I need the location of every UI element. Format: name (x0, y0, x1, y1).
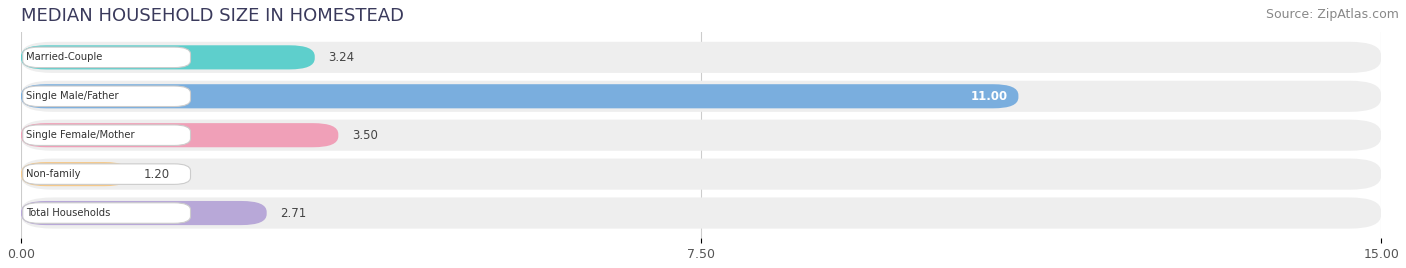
Text: Married-Couple: Married-Couple (27, 52, 103, 62)
Text: Non-family: Non-family (27, 169, 82, 179)
FancyBboxPatch shape (21, 81, 1381, 112)
FancyBboxPatch shape (22, 125, 190, 146)
Text: 11.00: 11.00 (970, 90, 1008, 103)
FancyBboxPatch shape (21, 201, 267, 225)
FancyBboxPatch shape (21, 42, 1381, 73)
FancyBboxPatch shape (21, 123, 339, 147)
Text: Total Households: Total Households (27, 208, 111, 218)
FancyBboxPatch shape (21, 120, 1381, 151)
Text: Single Female/Mother: Single Female/Mother (27, 130, 135, 140)
FancyBboxPatch shape (22, 86, 190, 106)
Text: Source: ZipAtlas.com: Source: ZipAtlas.com (1265, 8, 1399, 21)
Text: Single Male/Father: Single Male/Father (27, 91, 120, 101)
Text: 3.50: 3.50 (352, 129, 378, 142)
FancyBboxPatch shape (21, 198, 1381, 229)
FancyBboxPatch shape (21, 159, 1381, 190)
FancyBboxPatch shape (22, 47, 190, 68)
FancyBboxPatch shape (21, 45, 315, 69)
Text: 3.24: 3.24 (329, 51, 354, 64)
FancyBboxPatch shape (22, 164, 190, 184)
Text: 1.20: 1.20 (143, 168, 170, 181)
FancyBboxPatch shape (22, 203, 190, 223)
Text: 2.71: 2.71 (280, 207, 307, 219)
FancyBboxPatch shape (21, 84, 1018, 108)
FancyBboxPatch shape (21, 162, 129, 186)
Text: MEDIAN HOUSEHOLD SIZE IN HOMESTEAD: MEDIAN HOUSEHOLD SIZE IN HOMESTEAD (21, 7, 404, 25)
